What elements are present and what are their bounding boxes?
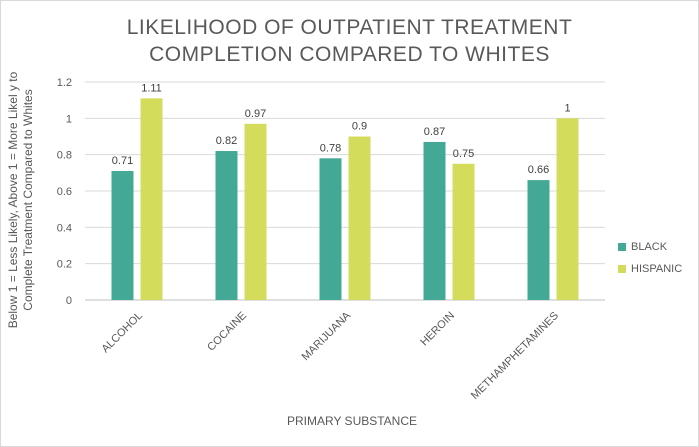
legend: BLACK HISPANIC xyxy=(618,236,682,280)
y-tick-label: 0.6 xyxy=(57,186,72,198)
chart-title-line1: LIKELIHOOD OF OUTPATIENT TREATMENT xyxy=(126,16,573,39)
y-tick-label: 0.4 xyxy=(57,222,72,234)
data-label: 0.66 xyxy=(528,164,549,176)
y-tick-label: 0 xyxy=(66,295,72,307)
x-tick-label: ALCOHOL xyxy=(99,310,145,356)
bar-hispanic xyxy=(452,163,475,300)
x-axis-ticks: ALCOHOL COCAINE MARIJUANA HEROIN METHAMPHETA… xyxy=(99,309,561,402)
bar-hispanic xyxy=(244,123,267,301)
data-label: 0.71 xyxy=(112,155,133,167)
data-label: 0.87 xyxy=(424,126,445,138)
bar-black xyxy=(215,151,238,300)
bar-hispanic xyxy=(140,98,163,300)
data-label: 0.9 xyxy=(352,121,367,133)
bar-hispanic xyxy=(348,136,371,300)
y-axis-title-line2: Complete Treatment Compared to Whites xyxy=(21,89,35,310)
y-tick-label: 1 xyxy=(66,113,72,125)
gridlines xyxy=(85,81,605,301)
x-tick-label: HEROIN xyxy=(418,310,457,349)
y-tick-label: 1.2 xyxy=(57,77,72,89)
bars xyxy=(111,98,579,301)
x-axis-title: PRIMARY SUBSTANCE xyxy=(287,414,417,428)
bar-black xyxy=(319,158,342,300)
x-tick-label: METHAMPHETAMINES xyxy=(469,310,561,402)
bar-hispanic xyxy=(556,118,579,300)
data-label: 0.82 xyxy=(216,135,237,147)
legend-label: BLACK xyxy=(631,241,668,253)
data-label: 1 xyxy=(564,102,570,114)
x-tick-label: COCAINE xyxy=(205,310,249,354)
x-tick-label: MARIJUANA xyxy=(300,309,354,363)
y-axis-ticks: 0 0.2 0.4 0.6 0.8 1 1.2 xyxy=(57,77,72,307)
data-label: 0.78 xyxy=(320,142,341,154)
bar-black xyxy=(527,180,550,300)
y-axis-title-line1: Below 1 = Less Likely, Above 1 = More Li… xyxy=(6,71,20,328)
legend-item-hispanic: HISPANIC xyxy=(618,258,682,280)
y-tick-label: 0.8 xyxy=(57,150,72,162)
data-label: 0.97 xyxy=(245,108,266,120)
chart-title-line2: COMPLETION COMPARED TO WHITES xyxy=(149,43,550,66)
data-label: 1.11 xyxy=(141,82,162,94)
data-label: 0.75 xyxy=(453,148,474,160)
bar-black xyxy=(111,171,134,300)
legend-item-black: BLACK xyxy=(618,236,682,258)
legend-label: HISPANIC xyxy=(631,263,683,275)
legend-swatch xyxy=(618,243,626,251)
y-tick-label: 0.2 xyxy=(57,259,72,271)
legend-swatch xyxy=(618,265,626,273)
data-labels: 0.71 1.11 0.82 0.97 0.78 0.9 0.87 0.75 0.66 1 xyxy=(112,82,571,176)
bar-black xyxy=(423,141,446,300)
y-axis-title: Below 1 = Less Likely, Above 1 = More Li… xyxy=(6,71,35,328)
